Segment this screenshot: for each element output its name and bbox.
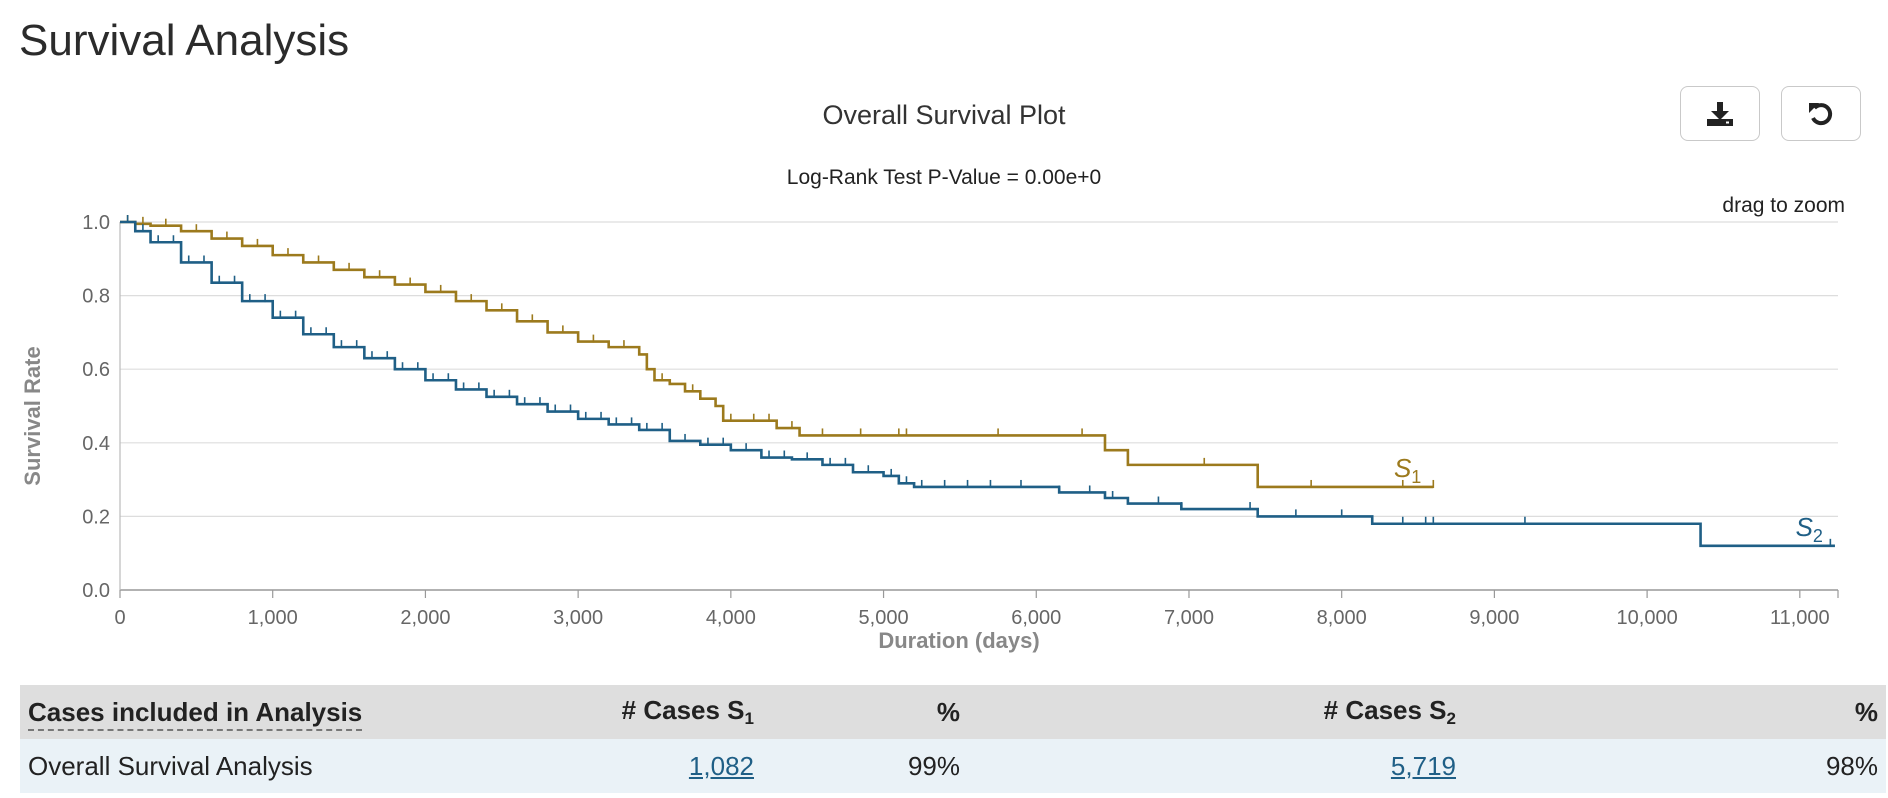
y-tick-label: 0.2 [82, 506, 110, 528]
x-tick-label: 5,000 [859, 607, 909, 629]
x-tick-label: 6,000 [1011, 607, 1061, 629]
x-tick-label: 9,000 [1469, 607, 1519, 629]
x-tick-label: 4,000 [706, 607, 756, 629]
x-tick-label: 2,000 [400, 607, 450, 629]
series-label: S1 [1394, 453, 1421, 487]
series-s2: S2 [120, 215, 1835, 548]
y-tick-label: 0.8 [82, 286, 110, 308]
col-cases-s1: # Cases S1 [596, 685, 762, 739]
x-tick-label: 11,000 [1770, 607, 1830, 629]
download-icon [1707, 101, 1733, 126]
y-axis-label: Survival Rate [20, 346, 45, 485]
pct-s1: 99% [762, 739, 968, 793]
x-tick-label: 8,000 [1317, 607, 1367, 629]
cases-table: Cases included in Analysis # Cases S1 % … [20, 685, 1886, 793]
drag-to-zoom-hint: drag to zoom [1722, 194, 1845, 217]
x-tick-label: 0 [114, 607, 125, 629]
x-tick-label: 10,000 [1617, 607, 1678, 629]
y-tick-label: 1.0 [82, 212, 110, 234]
col-pct-s1: % [762, 685, 968, 739]
survival-chart[interactable]: 0.0 0.2 0.4 0.6 0.8 1.0 0 1,000 2,000 3,000 4,000 5… [0, 190, 1888, 670]
x-tick-label: 7,000 [1164, 607, 1214, 629]
page-title: Survival Analysis [19, 16, 350, 65]
y-tick-label: 0.0 [82, 580, 110, 602]
cases-header-label: Cases included in Analysis [28, 696, 363, 731]
curve-s1 [120, 220, 1434, 489]
download-button[interactable] [1680, 86, 1760, 141]
table-header-row: Cases included in Analysis # Cases S1 % … [20, 685, 1886, 739]
series-s1: S1 [120, 215, 1435, 489]
pct-s2: 98% [1464, 739, 1886, 793]
y-tick-label: 0.6 [82, 359, 110, 381]
reset-zoom-button[interactable] [1781, 86, 1861, 141]
series-label: S2 [1796, 512, 1823, 546]
reset-icon [1809, 102, 1833, 125]
row-label: Overall Survival Analysis [20, 739, 596, 793]
y-tick-label: 0.4 [82, 433, 110, 455]
x-axis-label: Duration (days) [878, 628, 1039, 653]
cases-s1-link[interactable]: 1,082 [688, 750, 754, 781]
col-cases-s2: # Cases S2 [968, 685, 1464, 739]
x-tick-label: 3,000 [553, 607, 603, 629]
log-rank-pvalue: Log-Rank Test P-Value = 0.00e+0 [786, 166, 1102, 189]
x-tick-label: 1,000 [248, 607, 298, 629]
cases-s2-link[interactable]: 5,719 [1390, 750, 1456, 781]
table-row: Overall Survival Analysis 1,082 99% 5,71… [20, 739, 1886, 793]
plot-title: Overall Survival Plot [822, 100, 1066, 130]
col-pct-s2: % [1464, 685, 1886, 739]
curve-s2 [120, 220, 1835, 548]
